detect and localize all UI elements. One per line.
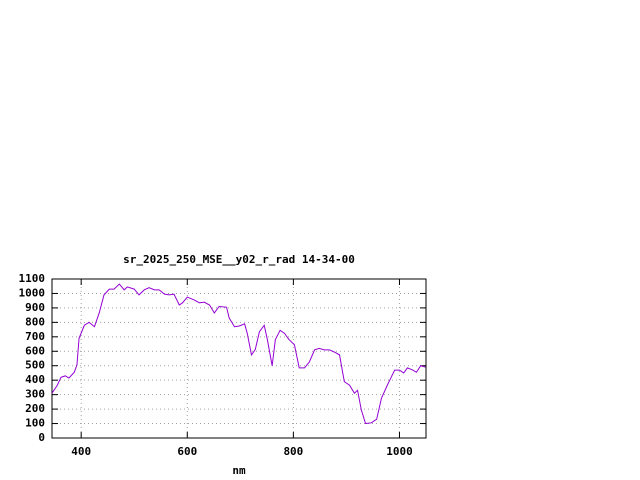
y-tick-label: 1100	[19, 272, 46, 285]
x-tick-label: 800	[283, 445, 303, 458]
x-axis-label: nm	[232, 464, 246, 477]
y-tick-label: 0	[38, 431, 45, 444]
y-tick-label: 900	[25, 301, 45, 314]
y-tick-label: 800	[25, 315, 45, 328]
y-tick-label: 200	[25, 402, 45, 415]
data-line	[51, 283, 426, 425]
y-tick-label: 700	[25, 330, 45, 343]
y-tick-label: 600	[25, 344, 45, 357]
x-tick-label: 400	[71, 445, 91, 458]
y-tick-label: 1000	[19, 286, 46, 299]
y-tick-label: 300	[25, 388, 45, 401]
y-tick-label: 400	[25, 373, 45, 386]
y-tick-label: 100	[25, 417, 45, 430]
y-tick-label: 500	[25, 359, 45, 372]
plot-frame	[51, 278, 427, 439]
x-tick-label: 600	[177, 445, 197, 458]
x-tick-label: 1000	[386, 445, 413, 458]
chart-title: sr_2025_250_MSE__y02_r_rad 14-34-00	[123, 253, 355, 266]
